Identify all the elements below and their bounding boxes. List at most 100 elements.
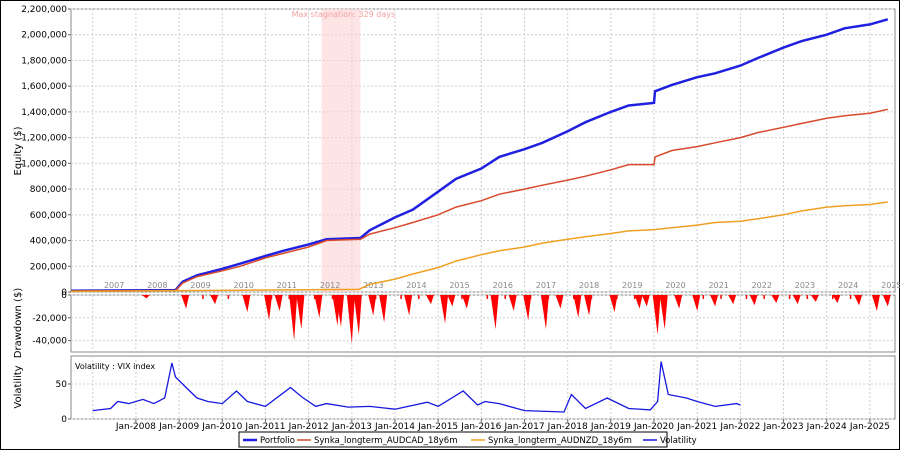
- year-label: 2021: [708, 281, 728, 290]
- drawdown-minor: [270, 295, 273, 299]
- drawdown-minor: [720, 295, 722, 299]
- x-tick-label: Jan-2020: [633, 422, 674, 432]
- drawdown-dip: [652, 295, 661, 335]
- drawdown-dip: [710, 295, 719, 307]
- equity-series-line: [70, 18, 889, 292]
- x-tick-label: Jan-2023: [763, 422, 804, 432]
- drawdown-minor: [616, 295, 618, 299]
- equity-y-tick-label: 1,200,000: [21, 134, 67, 144]
- drawdown-dip: [296, 295, 305, 330]
- drawdown-dip: [404, 295, 413, 316]
- x-tick-label: Jan-2017: [504, 422, 545, 432]
- plot-area-eq: [70, 8, 896, 293]
- year-label: 2019: [622, 281, 642, 290]
- drawdown-minor: [831, 295, 834, 299]
- drawdown-minor: [659, 295, 661, 299]
- legend-box: [238, 431, 668, 448]
- drawdown-dip: [314, 295, 323, 318]
- equity-y-tick-label: 600,000: [30, 211, 67, 221]
- drawdown-y-tick-label: -20,000: [32, 314, 67, 324]
- drawdown-dip: [584, 295, 593, 316]
- drawdown-dip: [659, 295, 668, 330]
- drawdown-y-tick-label: 0: [61, 291, 67, 301]
- equity-y-tick-label: 200,000: [30, 262, 67, 272]
- drawdown-minor: [633, 295, 636, 299]
- volatility-y-tick-label: 0: [61, 415, 67, 425]
- year-label: 2008: [147, 281, 167, 290]
- volatility-y-tick-label: 50: [56, 380, 68, 390]
- drawdown-dip: [854, 295, 863, 306]
- legend-label: Synka_longterm_AUDNZD_18y6m: [488, 436, 632, 446]
- drawdown-minor: [486, 295, 489, 299]
- drawdown-minor: [573, 295, 575, 299]
- equity-y-tick-label: 1,000,000: [21, 159, 67, 169]
- drawdown-minor: [288, 295, 290, 299]
- drawdown-dip: [264, 295, 273, 321]
- x-tick-label: Jan-2009: [158, 422, 199, 432]
- equity-y-tick-label: 0: [61, 288, 67, 298]
- year-label: 2015: [449, 281, 469, 290]
- drawdown-minor: [677, 295, 679, 299]
- drawdown-minor: [849, 295, 852, 299]
- drawdown-dip: [508, 295, 517, 311]
- drawdown-dip: [771, 295, 780, 303]
- legend-label: Volatility: [660, 436, 697, 446]
- drawdown-dip: [573, 295, 582, 318]
- volatility-y-axis-title: Volatility: [13, 365, 24, 408]
- drawdown-minor: [547, 295, 550, 299]
- drawdown-dip: [882, 295, 891, 307]
- equity-y-tick-label: 1,800,000: [21, 56, 67, 66]
- drawdown-minor: [461, 295, 463, 299]
- volatility-line: [92, 361, 741, 413]
- drawdown-dip: [368, 295, 377, 316]
- x-tick-label: Jan-2016: [460, 422, 501, 432]
- equity-series-line: [70, 108, 888, 292]
- drawdown-dip: [447, 295, 456, 307]
- year-label: 2023: [795, 281, 815, 290]
- equity-y-tick-label: 800,000: [30, 185, 67, 195]
- drawdown-minor: [529, 295, 532, 299]
- year-label: 2009: [190, 281, 210, 290]
- drawdown-minor: [400, 295, 402, 299]
- year-label: 2017: [536, 281, 556, 290]
- drawdown-y-tick-label: -40,000: [32, 337, 67, 347]
- drawdown-dip: [335, 295, 344, 327]
- x-tick-label: Jan-2010: [201, 422, 242, 432]
- drawdown-dip: [461, 295, 470, 309]
- drawdown-dip: [274, 295, 283, 311]
- year-label: 2012: [320, 281, 340, 290]
- drawdown-dip: [353, 295, 362, 335]
- year-label: 2018: [579, 281, 599, 290]
- drawdown-minor: [590, 295, 593, 299]
- drawdown-dip: [641, 295, 650, 307]
- x-tick-label: Jan-2019: [590, 422, 631, 432]
- drawdown-minor: [374, 295, 377, 299]
- x-tick-label: Jan-2021: [676, 422, 717, 432]
- stagnation-label: Max stagnation: 329 days: [292, 10, 396, 19]
- year-label: 2011: [277, 281, 297, 290]
- drawdown-dip: [749, 295, 758, 306]
- drawdown-dip: [832, 295, 841, 303]
- drawdown-minor: [443, 295, 445, 299]
- drawdown-minor: [227, 295, 230, 299]
- x-tick-label: Jan-2018: [547, 422, 588, 432]
- drawdown-dip: [425, 295, 434, 305]
- equity-y-tick-label: 400,000: [30, 237, 67, 247]
- plot-area-dd: [70, 294, 896, 353]
- drawdown-dip: [242, 295, 251, 313]
- drawdown-dip: [289, 295, 298, 341]
- drawdown-dip: [728, 295, 737, 305]
- year-label: 2016: [493, 281, 513, 290]
- year-label: 2024: [838, 281, 858, 290]
- drawdown-dip: [555, 295, 564, 309]
- drawdown-minor: [357, 295, 359, 299]
- drawdown-minor: [418, 295, 420, 299]
- drawdown-dip: [346, 295, 355, 345]
- drawdown-dip: [210, 295, 219, 305]
- year-label: 2022: [752, 281, 772, 290]
- year-label: 2007: [104, 281, 124, 290]
- drawdown-dip: [490, 295, 499, 330]
- drawdown-dip: [181, 295, 190, 309]
- drawdown-dip: [871, 295, 880, 311]
